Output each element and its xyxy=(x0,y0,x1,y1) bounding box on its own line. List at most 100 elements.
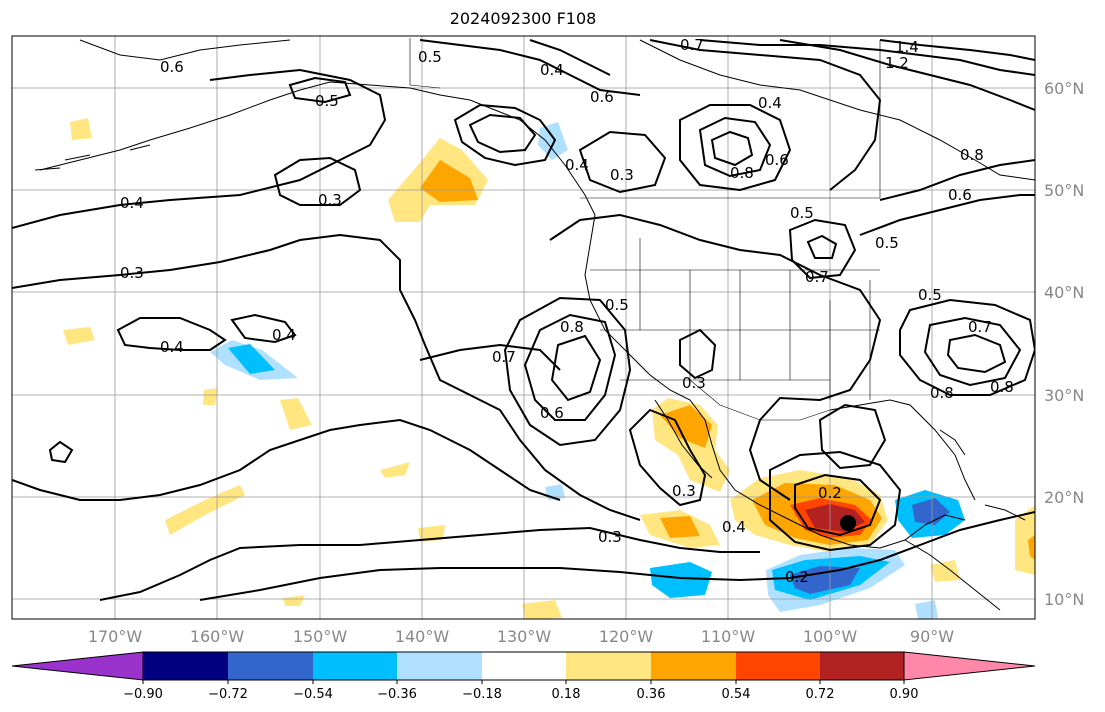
contour-label: 0.4 xyxy=(565,156,589,174)
alaska-coast xyxy=(39,81,596,216)
colorbar-tick-label: 0.90 xyxy=(890,687,919,702)
canada-coast xyxy=(639,39,1035,181)
colorbar-tick-label: 0.72 xyxy=(806,687,835,702)
contour-sw-low-3 xyxy=(550,334,602,402)
colorbar-bin xyxy=(651,652,736,680)
contour-label: 0.3 xyxy=(672,482,696,500)
colorbar-tick-label: −0.54 xyxy=(293,687,333,702)
contour-east-low2 xyxy=(923,316,1022,387)
lon-label: 90°W xyxy=(910,627,954,646)
contour-baja-loop xyxy=(679,328,717,380)
contour-high-1 xyxy=(679,104,792,192)
longitude-labels: 170°W 160°W 150°W 140°W 130°W 120°W 110°… xyxy=(88,627,954,646)
aleutians xyxy=(34,144,151,171)
lat-label: 50°N xyxy=(1044,181,1084,200)
lat-label: 10°N xyxy=(1044,590,1084,609)
contour-label: 0.7 xyxy=(492,348,516,366)
negative-anomaly-east-pacific-core xyxy=(790,566,860,594)
contour-east-low xyxy=(899,298,1035,396)
west-coast-us xyxy=(584,214,966,549)
positive-anomaly-small-1 xyxy=(63,327,95,345)
contour-label: 0.8 xyxy=(930,384,954,402)
contour-label: 0.6 xyxy=(160,58,184,76)
colorbar-tick-label: 0.18 xyxy=(552,687,581,702)
colorbar-bin xyxy=(228,652,313,680)
positive-anomaly-caribbean xyxy=(1015,505,1035,575)
contour-label: 0.2 xyxy=(785,568,809,586)
contour-jet-4 xyxy=(879,39,1035,61)
contour-0.3-closed xyxy=(273,156,362,206)
colorbar-bin xyxy=(397,652,482,680)
contour-label: 0.6 xyxy=(765,151,789,169)
contour-0.4-bc xyxy=(529,39,611,76)
contour-label: 0.3 xyxy=(598,528,622,546)
chart-title: 2024092300 F108 xyxy=(449,9,597,28)
contour-high-2 xyxy=(698,116,772,178)
map-frame xyxy=(11,35,1036,620)
contour-baja-loop2 xyxy=(628,408,707,507)
contour-label: 0.8 xyxy=(560,318,584,336)
positive-anomaly-mexico-core-west xyxy=(660,516,700,538)
lon-label: 170°W xyxy=(88,627,143,646)
contour-label: 0.3 xyxy=(120,264,144,282)
positive-anomaly-gulf-of-alaska-core xyxy=(420,160,478,202)
contour-0.3-closed-2 xyxy=(578,130,667,194)
contour-bc-loop2 xyxy=(468,113,537,154)
negative-anomaly-central-pacific-core xyxy=(228,344,275,374)
positive-anomaly-small-4 xyxy=(380,462,410,478)
contour-label: 0.6 xyxy=(540,404,564,422)
lat-label: 20°N xyxy=(1044,488,1084,507)
contour-label: 1.4 xyxy=(895,38,919,56)
contour-small-loop xyxy=(48,440,74,464)
lon-label: 160°W xyxy=(190,627,245,646)
contour-bc-loop xyxy=(453,103,557,167)
positive-anomaly-hawaii xyxy=(165,485,245,535)
contour-0.4-north xyxy=(12,68,387,229)
colorbar-ticks xyxy=(142,680,905,684)
contour-label: 0.7 xyxy=(968,318,992,336)
colorbar-tick-label: −0.18 xyxy=(462,687,502,702)
contour-east-1 xyxy=(879,159,1035,201)
contour-label: 0.5 xyxy=(918,286,942,304)
contour-label: 0.5 xyxy=(315,92,339,110)
contour-south xyxy=(12,418,561,501)
contour-0.3-south2 xyxy=(99,526,760,601)
contour-label: 0.8 xyxy=(960,146,984,164)
contour-label: 1.2 xyxy=(885,54,909,72)
colorbar-tick-label: −0.36 xyxy=(377,687,417,702)
florida xyxy=(939,429,966,456)
contour-label: 0.8 xyxy=(990,378,1014,396)
contour-high-3 xyxy=(710,130,754,167)
positive-anomaly-nw-pacific xyxy=(70,118,92,140)
contour-labels: 0.6 0.5 0.4 0.4 0.3 0.3 0.4 0.4 0.5 0.4 … xyxy=(120,36,1014,586)
contour-label: 0.4 xyxy=(540,61,564,79)
negative-anomaly-bc-coast xyxy=(538,122,568,160)
central-america xyxy=(904,539,1001,611)
colorbar-tick-label: −0.90 xyxy=(123,687,163,702)
lon-label: 130°W xyxy=(497,627,552,646)
colorbar-bin xyxy=(566,652,651,680)
lat-label: 40°N xyxy=(1044,283,1084,302)
colorbar-bin xyxy=(482,652,566,680)
contour-jet-2 xyxy=(699,39,1035,76)
contour-0.3-mid xyxy=(419,343,561,371)
colorbar-bin xyxy=(313,652,397,680)
lon-label: 120°W xyxy=(599,627,654,646)
colorbar-extend-low xyxy=(11,651,144,681)
contour-east-2 xyxy=(859,194,1035,236)
contour-label: 0.5 xyxy=(790,204,814,222)
contour-mid-loop2 xyxy=(806,234,838,259)
contour-sw-low-2 xyxy=(523,313,617,421)
contour-label: 0.7 xyxy=(680,36,704,54)
negative-anomaly-west-coast-mexico xyxy=(650,562,712,598)
contour-label: 0.5 xyxy=(875,234,899,252)
colorbar-extend-high xyxy=(903,651,1036,681)
contour-0.3-south xyxy=(12,233,641,521)
contour-east-low3 xyxy=(946,333,1007,374)
positive-anomaly-baja-core xyxy=(660,405,712,448)
contour-aleut-loop xyxy=(288,76,352,104)
contour-gulf-loop xyxy=(818,403,887,470)
lon-label: 100°W xyxy=(803,627,858,646)
lat-label: 30°N xyxy=(1044,386,1084,405)
